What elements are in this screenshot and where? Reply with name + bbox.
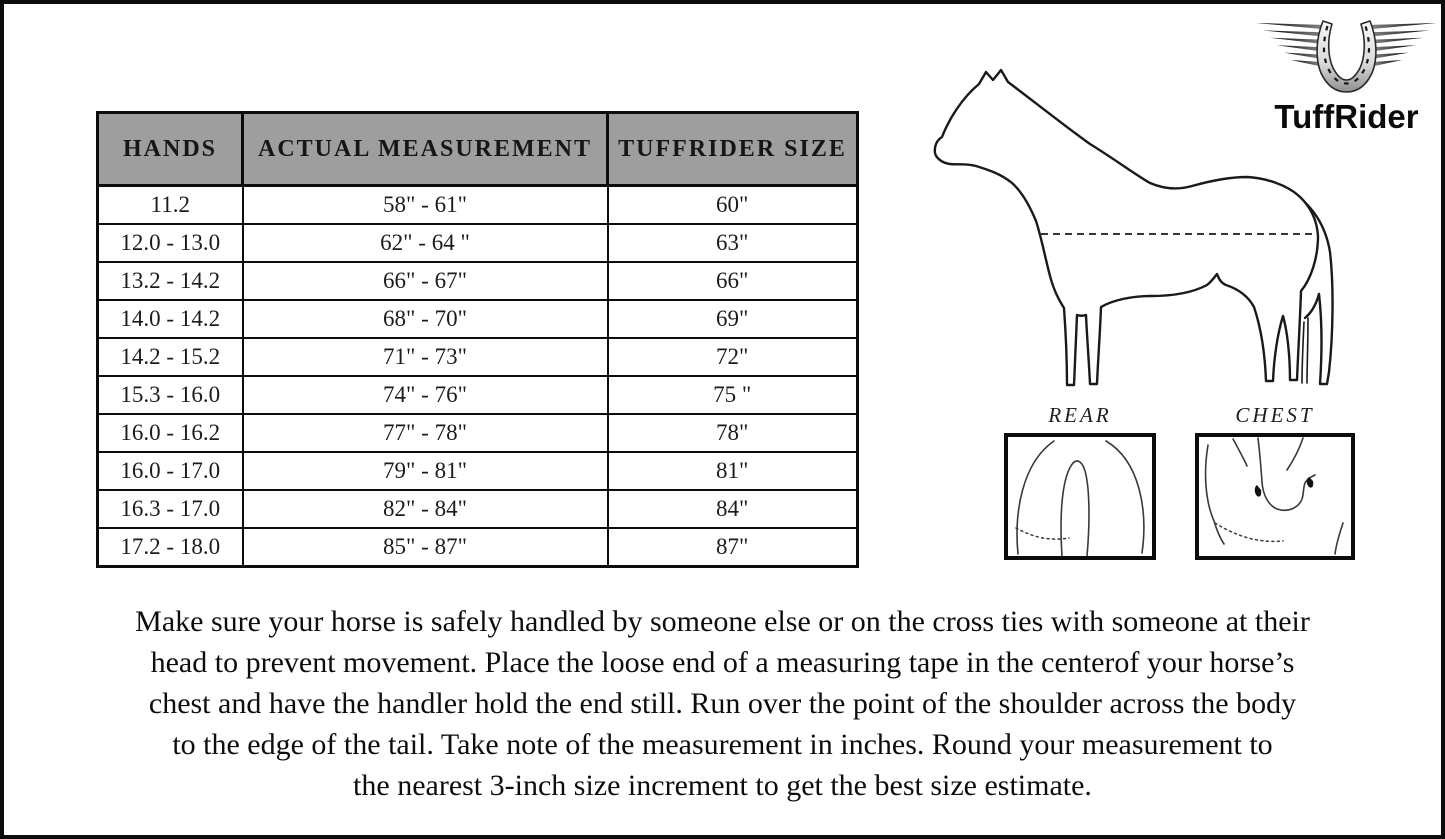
- column-header-actual-measurement: ACTUAL MEASUREMENT: [241, 111, 609, 187]
- table-cell: 63": [606, 223, 859, 263]
- table-cell: 16.0 - 16.2: [96, 413, 244, 453]
- instruction-line: head to prevent movement. Place the loos…: [150, 646, 1295, 679]
- horse-chest-view-icon: [1204, 437, 1344, 555]
- rear-diagram-label: REAR: [1048, 403, 1112, 427]
- size-table: HANDS ACTUAL MEASUREMENT TUFFRIDER SIZE …: [96, 111, 859, 568]
- table-row: 16.0 - 17.0 79" - 81" 81": [96, 451, 859, 491]
- instruction-line: chest and have the handler hold the end …: [148, 687, 1297, 720]
- table-cell: 87": [606, 527, 859, 568]
- table-cell: 14.0 - 14.2: [96, 299, 244, 339]
- horse-outline-icon: [933, 68, 1334, 387]
- rear-diagram: [1004, 433, 1156, 560]
- table-cell: 16.3 - 17.0: [96, 489, 244, 529]
- instruction-line: to the edge of the tail. Take note of th…: [172, 728, 1273, 761]
- table-cell: 72": [606, 337, 859, 377]
- horse-rear-view-icon: [1015, 440, 1145, 556]
- table-cell: 66" - 67": [241, 261, 609, 301]
- table-cell: 71" - 73": [241, 337, 609, 377]
- table-header-row: HANDS ACTUAL MEASUREMENT TUFFRIDER SIZE: [96, 111, 859, 187]
- table-cell: 62" - 64 ": [241, 223, 609, 263]
- table-cell: 69": [606, 299, 859, 339]
- table-cell: 82" - 84": [241, 489, 609, 529]
- table-row: 14.0 - 14.2 68" - 70" 69": [96, 299, 859, 339]
- table-cell: 60": [606, 184, 859, 225]
- table-cell: 85" - 87": [241, 527, 609, 568]
- table-cell: 16.0 - 17.0: [96, 451, 244, 491]
- chest-diagram: [1195, 433, 1355, 560]
- column-header-hands: HANDS: [96, 111, 244, 187]
- table-cell: 79" - 81": [241, 451, 609, 491]
- table-cell: 75 ": [606, 375, 859, 415]
- table-cell: 84": [606, 489, 859, 529]
- winged-horseshoe-icon: [1256, 20, 1437, 93]
- table-cell: 77" - 78": [241, 413, 609, 453]
- chest-diagram-label: CHEST: [1235, 403, 1315, 427]
- table-cell: 58" - 61": [241, 184, 609, 225]
- brand-name: TuffRider: [1274, 98, 1419, 135]
- table-row: 16.0 - 16.2 77" - 78" 78": [96, 413, 859, 453]
- brand-logo: TuffRider: [1254, 12, 1439, 136]
- table-row: 14.2 - 15.2 71" - 73" 72": [96, 337, 859, 377]
- table-cell: 17.2 - 18.0: [96, 527, 244, 568]
- table-row: 11.2 58" - 61" 60": [96, 184, 859, 225]
- table-row: 15.3 - 16.0 74" - 76" 75 ": [96, 375, 859, 415]
- instruction-line: Make sure your horse is safely handled b…: [135, 605, 1310, 638]
- table-cell: 13.2 - 14.2: [96, 261, 244, 301]
- table-cell: 14.2 - 15.2: [96, 337, 244, 377]
- table-cell: 78": [606, 413, 859, 453]
- table-cell: 66": [606, 261, 859, 301]
- table-cell: 81": [606, 451, 859, 491]
- table-cell: 74" - 76": [241, 375, 609, 415]
- table-row: 13.2 - 14.2 66" - 67" 66": [96, 261, 859, 301]
- measuring-instructions: Make sure your horse is safely handled b…: [24, 601, 1421, 806]
- instruction-line: the nearest 3-inch size increment to get…: [353, 769, 1092, 802]
- table-row: 16.3 - 17.0 82" - 84" 84": [96, 489, 859, 529]
- table-row: 17.2 - 18.0 85" - 87" 87": [96, 527, 859, 568]
- table-row: 12.0 - 13.0 62" - 64 " 63": [96, 223, 859, 263]
- column-header-tuffrider-size: TUFFRIDER SIZE: [606, 111, 859, 187]
- table-cell: 11.2: [96, 184, 244, 225]
- table-cell: 12.0 - 13.0: [96, 223, 244, 263]
- table-cell: 15.3 - 16.0: [96, 375, 244, 415]
- table-cell: 68" - 70": [241, 299, 609, 339]
